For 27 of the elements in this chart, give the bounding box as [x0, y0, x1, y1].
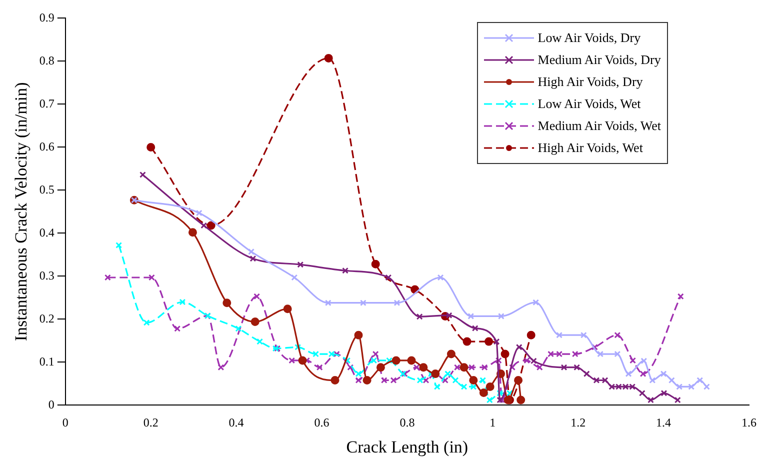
x-tick-label: 0.6 [314, 416, 330, 430]
y-tick-label: 0.2 [39, 311, 54, 326]
legend-label: High Air Voids, Wet [538, 140, 643, 156]
legend-label: Medium Air Voids, Dry [538, 52, 661, 68]
x-tick-label: 1.6 [742, 416, 756, 430]
x-tick-label: 1.2 [570, 416, 586, 430]
y-tick-label: 0.1 [39, 354, 54, 368]
y-axis-title: Instantaneous Crack Velocity (in/min) [12, 82, 31, 342]
x-tick-label: 0.8 [400, 416, 415, 430]
y-tick-label: 0.9 [39, 10, 54, 24]
x-tick-label: 0.4 [228, 416, 244, 430]
legend-label: Low Air Voids, Wet [538, 96, 641, 112]
y-tick-label: 0.3 [39, 268, 54, 282]
y-tick-label: 0.7 [39, 96, 54, 110]
x-tick-label: 0.2 [143, 416, 158, 430]
y-tick-label: 0 [48, 397, 54, 412]
x-axis-title: Crack Length (in) [346, 437, 468, 456]
x-tick-label: 1 [490, 416, 496, 430]
y-tick-label: 0.4 [39, 225, 54, 240]
y-tick-label: 0.5 [39, 182, 54, 196]
x-tick-label: 1.4 [656, 416, 672, 430]
legend-label: Low Air Voids, Dry [538, 30, 641, 46]
legend-label: Medium Air Voids, Wet [538, 118, 661, 134]
y-tick-label: 0.8 [39, 53, 54, 68]
y-tick-label: 0.6 [39, 139, 54, 154]
legend-label: High Air Voids, Dry [538, 74, 643, 90]
x-tick-label: 0 [62, 416, 68, 430]
